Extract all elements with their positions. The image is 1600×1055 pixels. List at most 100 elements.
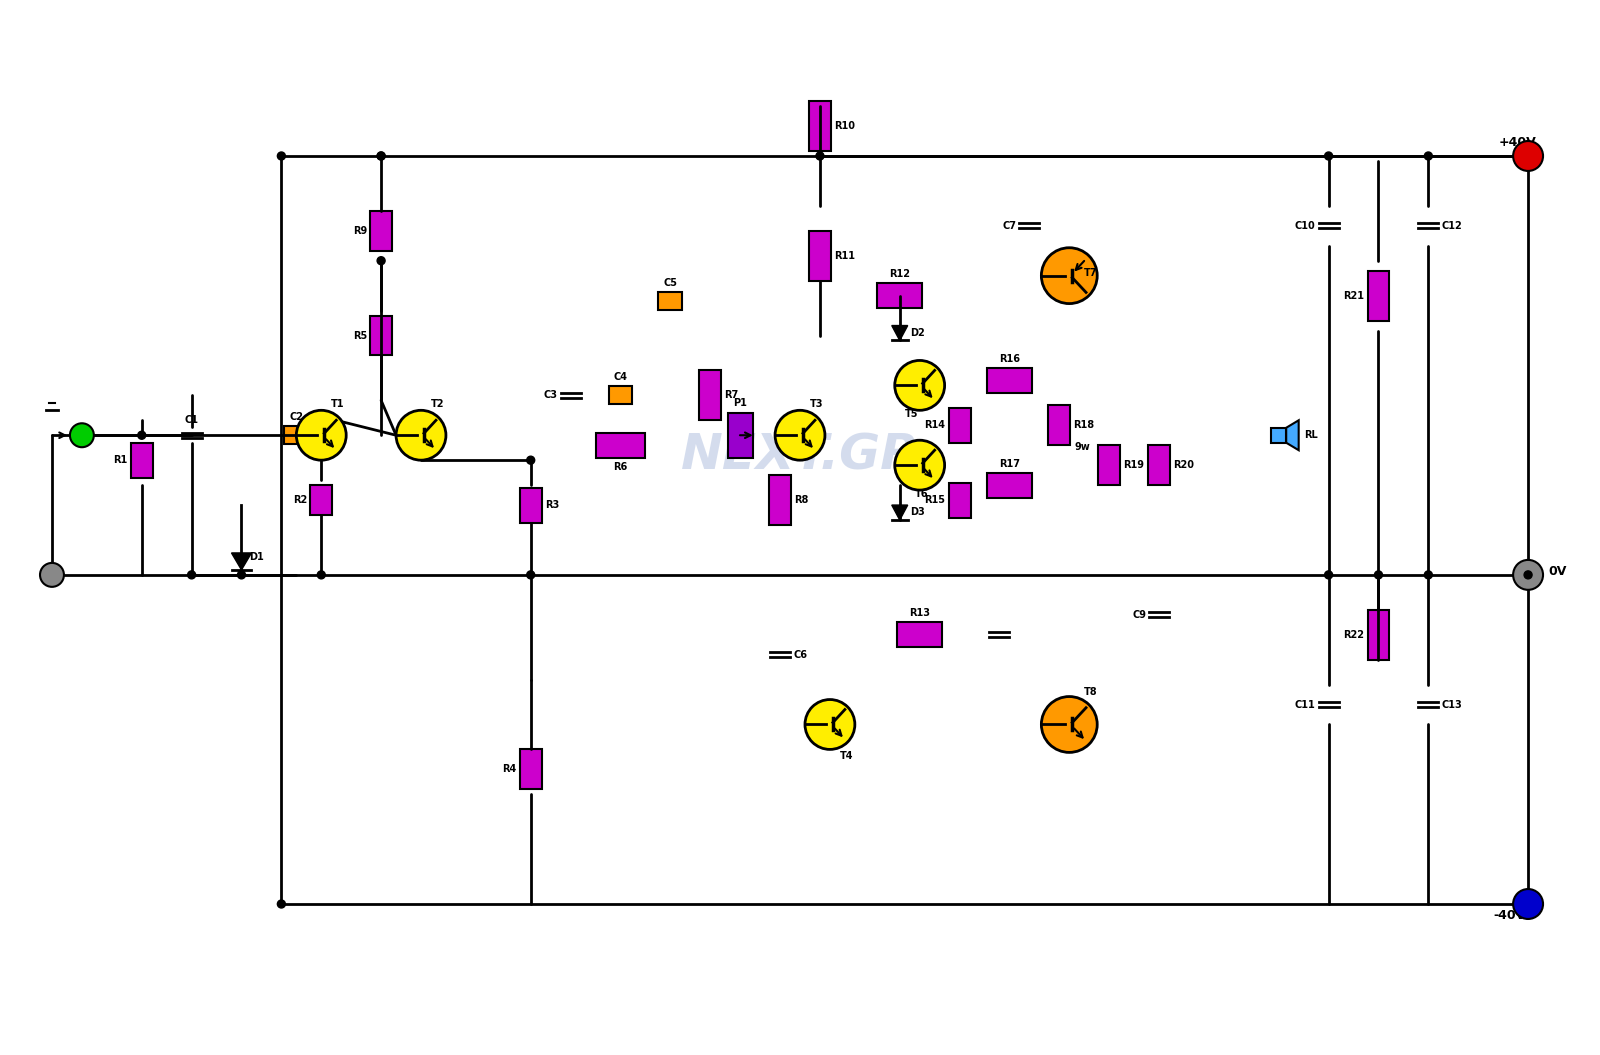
Circle shape xyxy=(397,410,446,460)
Text: 9w: 9w xyxy=(1074,442,1090,453)
Text: +40V: +40V xyxy=(1498,136,1536,149)
Polygon shape xyxy=(891,326,907,341)
Circle shape xyxy=(1325,571,1333,579)
FancyBboxPatch shape xyxy=(310,485,333,515)
Text: R7: R7 xyxy=(725,390,739,400)
Text: D2: D2 xyxy=(910,327,925,338)
FancyBboxPatch shape xyxy=(987,473,1032,498)
Text: R18: R18 xyxy=(1074,420,1094,430)
Text: C3: C3 xyxy=(544,390,558,400)
FancyBboxPatch shape xyxy=(520,487,542,522)
Text: T3: T3 xyxy=(810,399,824,409)
Text: R10: R10 xyxy=(834,121,854,131)
Text: T7: T7 xyxy=(1085,268,1098,277)
Text: C1: C1 xyxy=(184,416,198,425)
Text: R21: R21 xyxy=(1344,290,1365,301)
Circle shape xyxy=(48,571,56,579)
Text: R3: R3 xyxy=(544,500,558,510)
FancyBboxPatch shape xyxy=(1368,610,1389,659)
FancyBboxPatch shape xyxy=(285,426,309,444)
Text: C5: C5 xyxy=(664,277,677,288)
Text: RL: RL xyxy=(1304,430,1317,440)
FancyBboxPatch shape xyxy=(370,211,392,251)
Text: T5: T5 xyxy=(904,409,918,419)
Circle shape xyxy=(70,423,94,447)
Text: R4: R4 xyxy=(502,765,517,774)
FancyBboxPatch shape xyxy=(1149,445,1170,485)
FancyBboxPatch shape xyxy=(728,413,752,458)
Text: R6: R6 xyxy=(613,462,627,472)
Circle shape xyxy=(1514,889,1542,919)
FancyBboxPatch shape xyxy=(370,315,392,356)
Text: C12: C12 xyxy=(1442,220,1462,231)
Circle shape xyxy=(1525,152,1533,160)
Circle shape xyxy=(378,152,386,160)
FancyBboxPatch shape xyxy=(131,443,152,478)
Text: R8: R8 xyxy=(794,495,808,505)
Circle shape xyxy=(317,571,325,579)
Circle shape xyxy=(526,456,534,464)
Circle shape xyxy=(816,152,824,160)
Text: R2: R2 xyxy=(293,495,307,505)
FancyBboxPatch shape xyxy=(520,749,542,789)
FancyBboxPatch shape xyxy=(949,482,971,518)
Polygon shape xyxy=(891,505,907,520)
Circle shape xyxy=(526,571,534,579)
Text: R15: R15 xyxy=(925,495,946,505)
Circle shape xyxy=(40,563,64,587)
Text: NEXT.GR: NEXT.GR xyxy=(680,431,920,479)
Circle shape xyxy=(277,152,285,160)
FancyBboxPatch shape xyxy=(770,475,790,525)
Circle shape xyxy=(1424,571,1432,579)
Circle shape xyxy=(1514,141,1542,171)
FancyBboxPatch shape xyxy=(987,368,1032,392)
Circle shape xyxy=(1514,560,1542,590)
FancyBboxPatch shape xyxy=(1098,445,1120,485)
Text: C13: C13 xyxy=(1442,699,1462,710)
Text: R20: R20 xyxy=(1173,460,1194,471)
Text: T6: T6 xyxy=(915,490,928,499)
Circle shape xyxy=(296,410,346,460)
Text: C2: C2 xyxy=(290,413,304,422)
FancyBboxPatch shape xyxy=(810,231,830,281)
Text: -40V: -40V xyxy=(1493,909,1525,922)
Polygon shape xyxy=(232,553,251,570)
Circle shape xyxy=(378,152,386,160)
FancyBboxPatch shape xyxy=(595,433,645,458)
Circle shape xyxy=(138,431,146,439)
Text: C6: C6 xyxy=(794,650,806,659)
Text: C4: C4 xyxy=(613,372,627,382)
Circle shape xyxy=(894,361,944,410)
FancyBboxPatch shape xyxy=(1368,271,1389,321)
Circle shape xyxy=(805,699,854,749)
Circle shape xyxy=(237,571,245,579)
FancyBboxPatch shape xyxy=(699,370,722,420)
Circle shape xyxy=(894,440,944,491)
Text: R1: R1 xyxy=(114,455,128,465)
FancyBboxPatch shape xyxy=(949,408,971,443)
Circle shape xyxy=(277,900,285,908)
Text: T4: T4 xyxy=(840,751,853,762)
Circle shape xyxy=(1042,696,1098,752)
Circle shape xyxy=(1424,152,1432,160)
Text: R5: R5 xyxy=(354,330,366,341)
Circle shape xyxy=(378,256,386,265)
Polygon shape xyxy=(1286,420,1299,450)
Circle shape xyxy=(1374,571,1382,579)
Text: C9: C9 xyxy=(1133,610,1146,619)
Text: R17: R17 xyxy=(998,459,1019,468)
Text: R11: R11 xyxy=(834,251,854,261)
FancyBboxPatch shape xyxy=(898,622,942,647)
Text: P1: P1 xyxy=(733,398,747,408)
FancyBboxPatch shape xyxy=(1272,427,1286,443)
FancyBboxPatch shape xyxy=(810,101,830,151)
FancyBboxPatch shape xyxy=(658,291,682,309)
Text: R12: R12 xyxy=(890,269,910,280)
Text: R22: R22 xyxy=(1344,630,1365,639)
Text: C7: C7 xyxy=(1003,220,1016,231)
Text: C11: C11 xyxy=(1294,699,1315,710)
Text: R14: R14 xyxy=(925,420,946,430)
Circle shape xyxy=(774,410,826,460)
Text: T8: T8 xyxy=(1085,687,1098,696)
Text: D1: D1 xyxy=(250,552,264,562)
